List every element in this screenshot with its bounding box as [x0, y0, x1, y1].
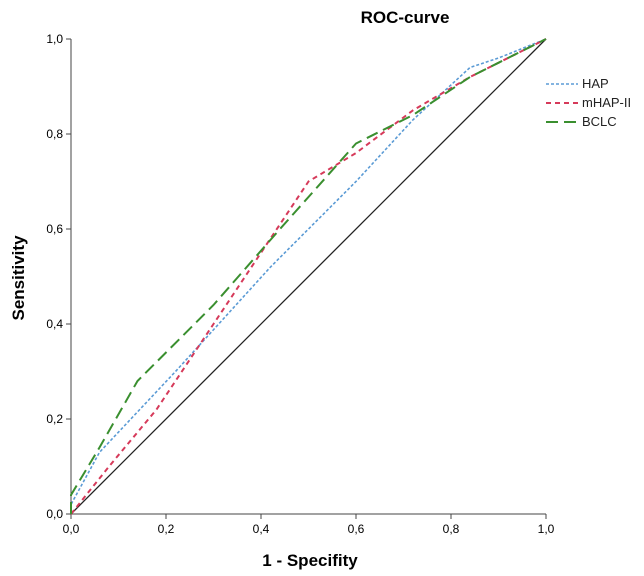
x-tick-label: 0,0	[63, 522, 80, 536]
legend-label: BCLC	[582, 114, 617, 129]
y-tick-label: 0,4	[46, 317, 63, 331]
x-tick-label: 0,8	[443, 522, 460, 536]
y-axis-title: Sensitivity	[9, 235, 28, 321]
series-line-bclc	[70, 38, 547, 514]
x-tick-label: 0,4	[253, 522, 270, 536]
plot-area	[70, 39, 546, 515]
x-axis-ticks: 0,0 0,2 0,4 0,6 0,8 1,0	[63, 514, 555, 536]
x-tick-label: 1,0	[538, 522, 555, 536]
x-axis-title: 1 - Specifity	[262, 551, 358, 570]
x-tick-label: 0,6	[348, 522, 365, 536]
x-tick-label: 0,2	[158, 522, 175, 536]
legend: HAP mHAP-II BCLC	[546, 76, 631, 129]
legend-label: mHAP-II	[582, 95, 631, 110]
y-tick-label: 0,8	[46, 127, 63, 141]
legend-label: HAP	[582, 76, 609, 91]
y-tick-label: 0,6	[46, 222, 63, 236]
y-tick-label: 0,0	[46, 507, 63, 521]
series-line-hap	[70, 38, 547, 514]
series-line-mhap-ii	[70, 38, 547, 515]
y-tick-label: 0,2	[46, 412, 63, 426]
series-layer	[70, 38, 547, 515]
chart-title: ROC-curve	[361, 8, 450, 27]
y-axis-ticks: 0,0 0,2 0,4 0,6 0,8 1,0	[46, 32, 71, 521]
y-tick-label: 1,0	[46, 32, 63, 46]
reference-diagonal-line	[70, 38, 547, 515]
